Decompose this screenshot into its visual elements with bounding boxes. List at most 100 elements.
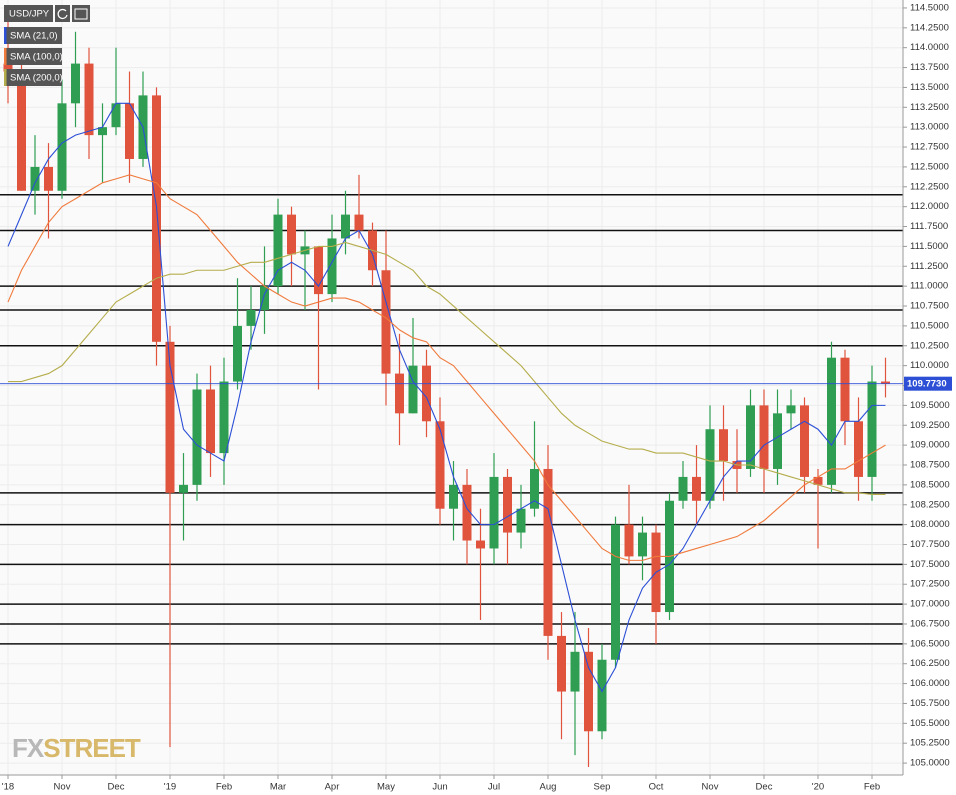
x-tick-label: Feb (216, 782, 232, 793)
x-tick-label: '19 (164, 782, 176, 793)
legend-box[interactable] (4, 69, 62, 86)
x-tick-label: Jun (432, 782, 447, 793)
candle-body (341, 214, 350, 239)
candle-body (98, 127, 107, 136)
legend-label: SMA (200,0) (10, 73, 63, 84)
y-tick-label: 109.0000 (910, 440, 950, 451)
x-tick-label: Dec (756, 782, 773, 793)
y-tick-label: 110.5000 (910, 320, 949, 331)
y-tick-label: 111.2500 (910, 261, 948, 272)
x-tick-label: Nov (54, 782, 71, 793)
refresh-button[interactable] (55, 5, 70, 22)
candle-body (638, 532, 647, 557)
y-tick-label: 106.0000 (910, 678, 950, 689)
y-tick-label: 107.2500 (910, 579, 950, 590)
candle-body (759, 405, 769, 469)
candles (3, 7, 890, 768)
candle-body (813, 476, 823, 485)
candle-body (530, 468, 539, 509)
candle-body (30, 166, 40, 191)
candle-body (3, 63, 13, 72)
legend-box[interactable] (4, 48, 62, 65)
legend-swatch (4, 48, 7, 65)
candle-body (219, 381, 229, 454)
candle-body (192, 389, 202, 485)
x-tick-label: Feb (864, 782, 880, 793)
y-tick-label: 108.5000 (910, 479, 950, 490)
symbol: USD/JPY (9, 9, 50, 20)
y-tick-label: 111.7500 (910, 221, 948, 232)
y-tick-label: 105.0000 (910, 758, 950, 769)
sma-line (7, 102, 886, 693)
candle-body (800, 405, 809, 477)
y-tick-label: 106.2500 (910, 658, 950, 669)
candle-body (246, 310, 256, 326)
y-tick-label: 113.7500 (910, 62, 949, 73)
sma-line (7, 174, 886, 561)
y-tick-label: 108.2500 (910, 499, 950, 510)
candle-body (381, 270, 391, 374)
y-tick-label: 106.7500 (910, 618, 950, 629)
watermark-fx: FX (12, 733, 45, 763)
y-tick-label: 113.5000 (910, 82, 949, 93)
candle-body (854, 421, 863, 477)
candle-body (746, 405, 755, 469)
candle-body (287, 214, 296, 255)
y-tick-label: 113.0000 (910, 122, 949, 133)
candle-body (260, 286, 269, 310)
candle-body (435, 421, 445, 509)
candle-body (44, 166, 53, 191)
candle-body (557, 635, 566, 692)
y-tick-label: 108.7500 (910, 460, 950, 471)
last-price-box (904, 376, 952, 391)
y-tick-label: 105.5000 (910, 718, 950, 729)
candle-body (462, 484, 472, 541)
x-tick-label: Dec (108, 782, 125, 793)
candle-body (449, 484, 458, 509)
candle-body (71, 63, 80, 104)
x-tick-label: Mar (270, 782, 286, 793)
price-axis (903, 0, 956, 795)
y-tick-label: 109.5000 (910, 400, 950, 411)
candle-body (233, 325, 242, 382)
symbol-box[interactable] (4, 5, 53, 22)
candle-body (408, 365, 418, 414)
candle-body (165, 341, 175, 493)
candle-body (57, 103, 67, 191)
candle-body (678, 476, 688, 501)
y-tick-label: 112.7500 (910, 142, 949, 153)
candle-body (17, 71, 26, 191)
y-tick-label: 107.7500 (910, 539, 950, 550)
levels (0, 193, 903, 645)
plot-area (0, 0, 903, 775)
y-tick-label: 110.7500 (910, 301, 949, 312)
candle-body (543, 468, 553, 636)
sma-lines (7, 102, 886, 693)
candle-body (867, 381, 877, 477)
candle-body (395, 373, 404, 414)
y-tick-label: 108.0000 (910, 519, 950, 530)
y-tick-label: 114.0000 (910, 42, 949, 53)
candle-body (624, 524, 634, 557)
candle-body (489, 476, 499, 549)
candle-body (111, 103, 121, 128)
x-tick-label: Sep (594, 782, 611, 793)
candle-body (705, 429, 715, 501)
y-tick-label: 105.2500 (910, 738, 950, 749)
candle-body (125, 103, 134, 159)
legend-box[interactable] (4, 27, 62, 44)
calendar-icon (74, 8, 88, 20)
y-tick-label: 114.5000 (910, 2, 949, 13)
y-tick-label: 109.2500 (910, 420, 950, 431)
candle-body (692, 476, 701, 501)
x-tick-label: '20 (812, 782, 824, 793)
sma-line (8, 241, 886, 495)
refresh-icon (57, 8, 68, 19)
x-tick-label: Jul (488, 782, 500, 793)
y-tick-label: 110.0000 (910, 360, 949, 371)
candle-body (840, 357, 850, 422)
candle-body (881, 381, 890, 384)
x-tick-label: '18 (2, 782, 14, 793)
